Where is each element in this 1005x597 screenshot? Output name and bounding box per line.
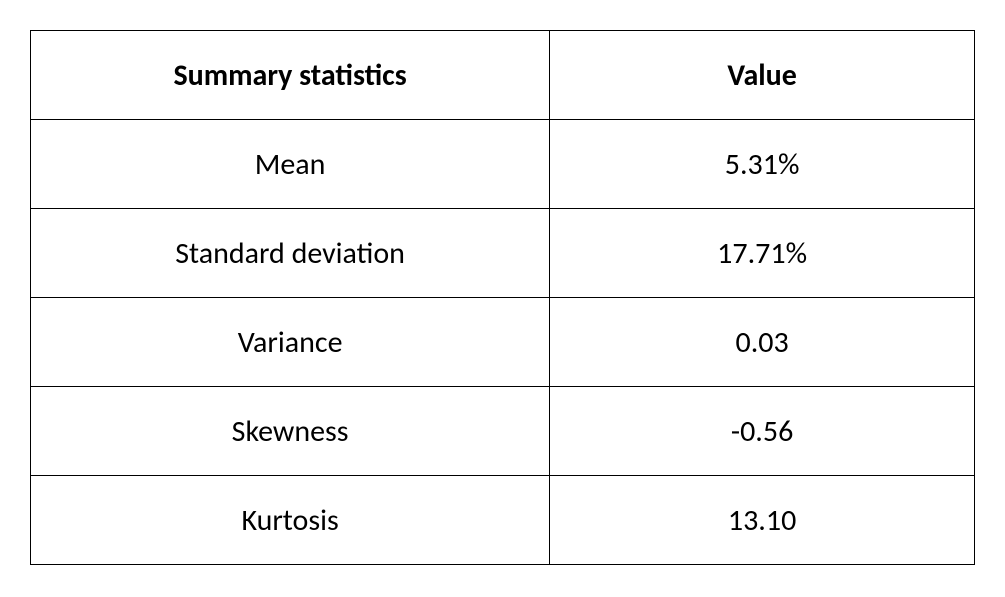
table-row: Standard deviation 17.71% [31,209,975,298]
column-header-statistic: Summary statistics [31,31,550,120]
table-row: Variance 0.03 [31,298,975,387]
table-row: Kurtosis 13.10 [31,476,975,565]
table-row: Skewness -0.56 [31,387,975,476]
stat-label: Variance [31,298,550,387]
stat-value: 0.03 [550,298,975,387]
table-header-row: Summary statistics Value [31,31,975,120]
stat-label: Kurtosis [31,476,550,565]
stat-label: Mean [31,120,550,209]
summary-statistics-table: Summary statistics Value Mean 5.31% Stan… [30,30,975,565]
stat-label: Skewness [31,387,550,476]
column-header-value: Value [550,31,975,120]
table-row: Mean 5.31% [31,120,975,209]
stat-value: 17.71% [550,209,975,298]
stat-label: Standard deviation [31,209,550,298]
summary-statistics-table-container: Summary statistics Value Mean 5.31% Stan… [30,30,975,565]
stat-value: 5.31% [550,120,975,209]
stat-value: 13.10 [550,476,975,565]
stat-value: -0.56 [550,387,975,476]
